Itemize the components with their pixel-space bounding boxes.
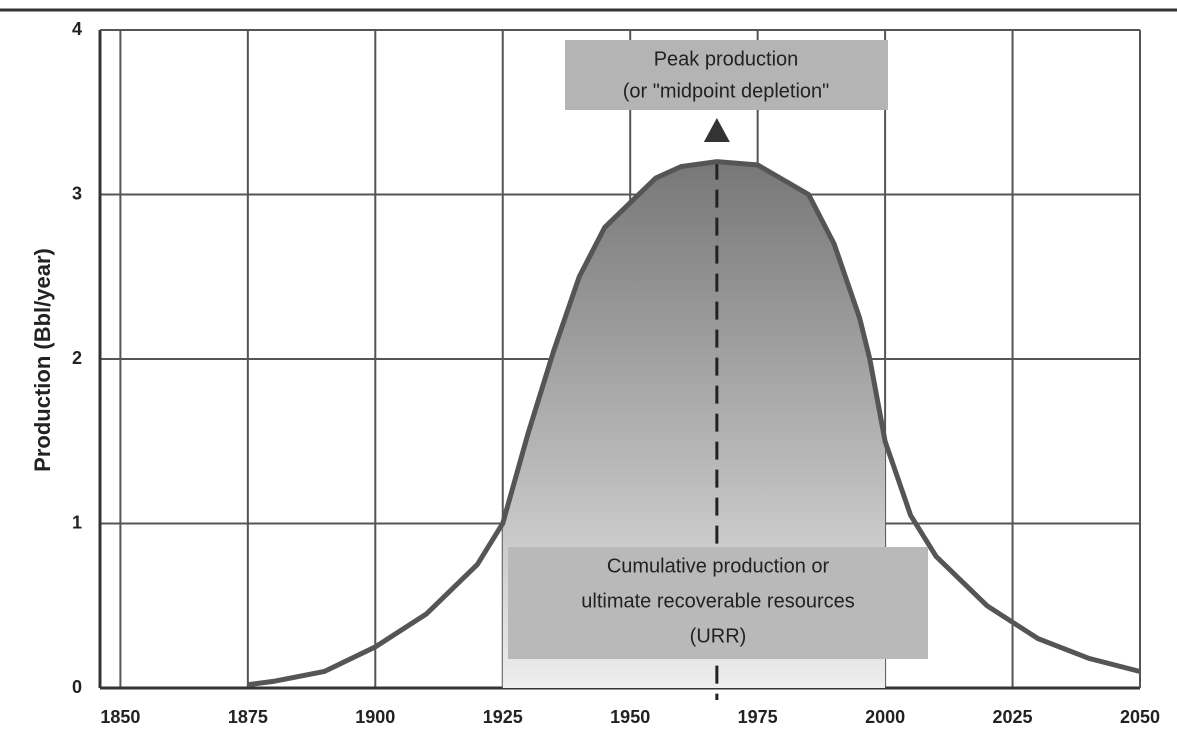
y-tick-label: 1 xyxy=(72,512,82,532)
annotation: Peak production xyxy=(654,48,799,70)
annotation-box xyxy=(508,547,928,659)
x-tick-label: 1975 xyxy=(738,707,778,727)
x-tick-label: 2050 xyxy=(1120,707,1160,727)
annotation: ultimate recoverable resources xyxy=(581,590,854,612)
x-tick-label: 1850 xyxy=(100,707,140,727)
annotation: Cumulative production or xyxy=(607,555,830,577)
x-tick-label: 1900 xyxy=(355,707,395,727)
x-tick-label: 2025 xyxy=(993,707,1033,727)
x-tick-label: 1875 xyxy=(228,707,268,727)
annotation-box xyxy=(565,40,888,110)
y-tick-label: 4 xyxy=(72,19,82,39)
y-tick-label: 3 xyxy=(72,183,82,203)
y-axis-label: Production (Bbl/year) xyxy=(30,248,55,472)
y-tick-label: 2 xyxy=(72,348,82,368)
annotation: (URR) xyxy=(690,625,747,647)
x-tick-label: 1925 xyxy=(483,707,523,727)
curve xyxy=(247,159,1141,688)
x-tick-label: 2000 xyxy=(865,707,905,727)
x-tick-label: 1950 xyxy=(610,707,650,727)
peak-arrow xyxy=(703,118,730,142)
annotation: (or "midpoint depletion" xyxy=(623,80,830,102)
y-tick-label: 0 xyxy=(72,677,82,697)
